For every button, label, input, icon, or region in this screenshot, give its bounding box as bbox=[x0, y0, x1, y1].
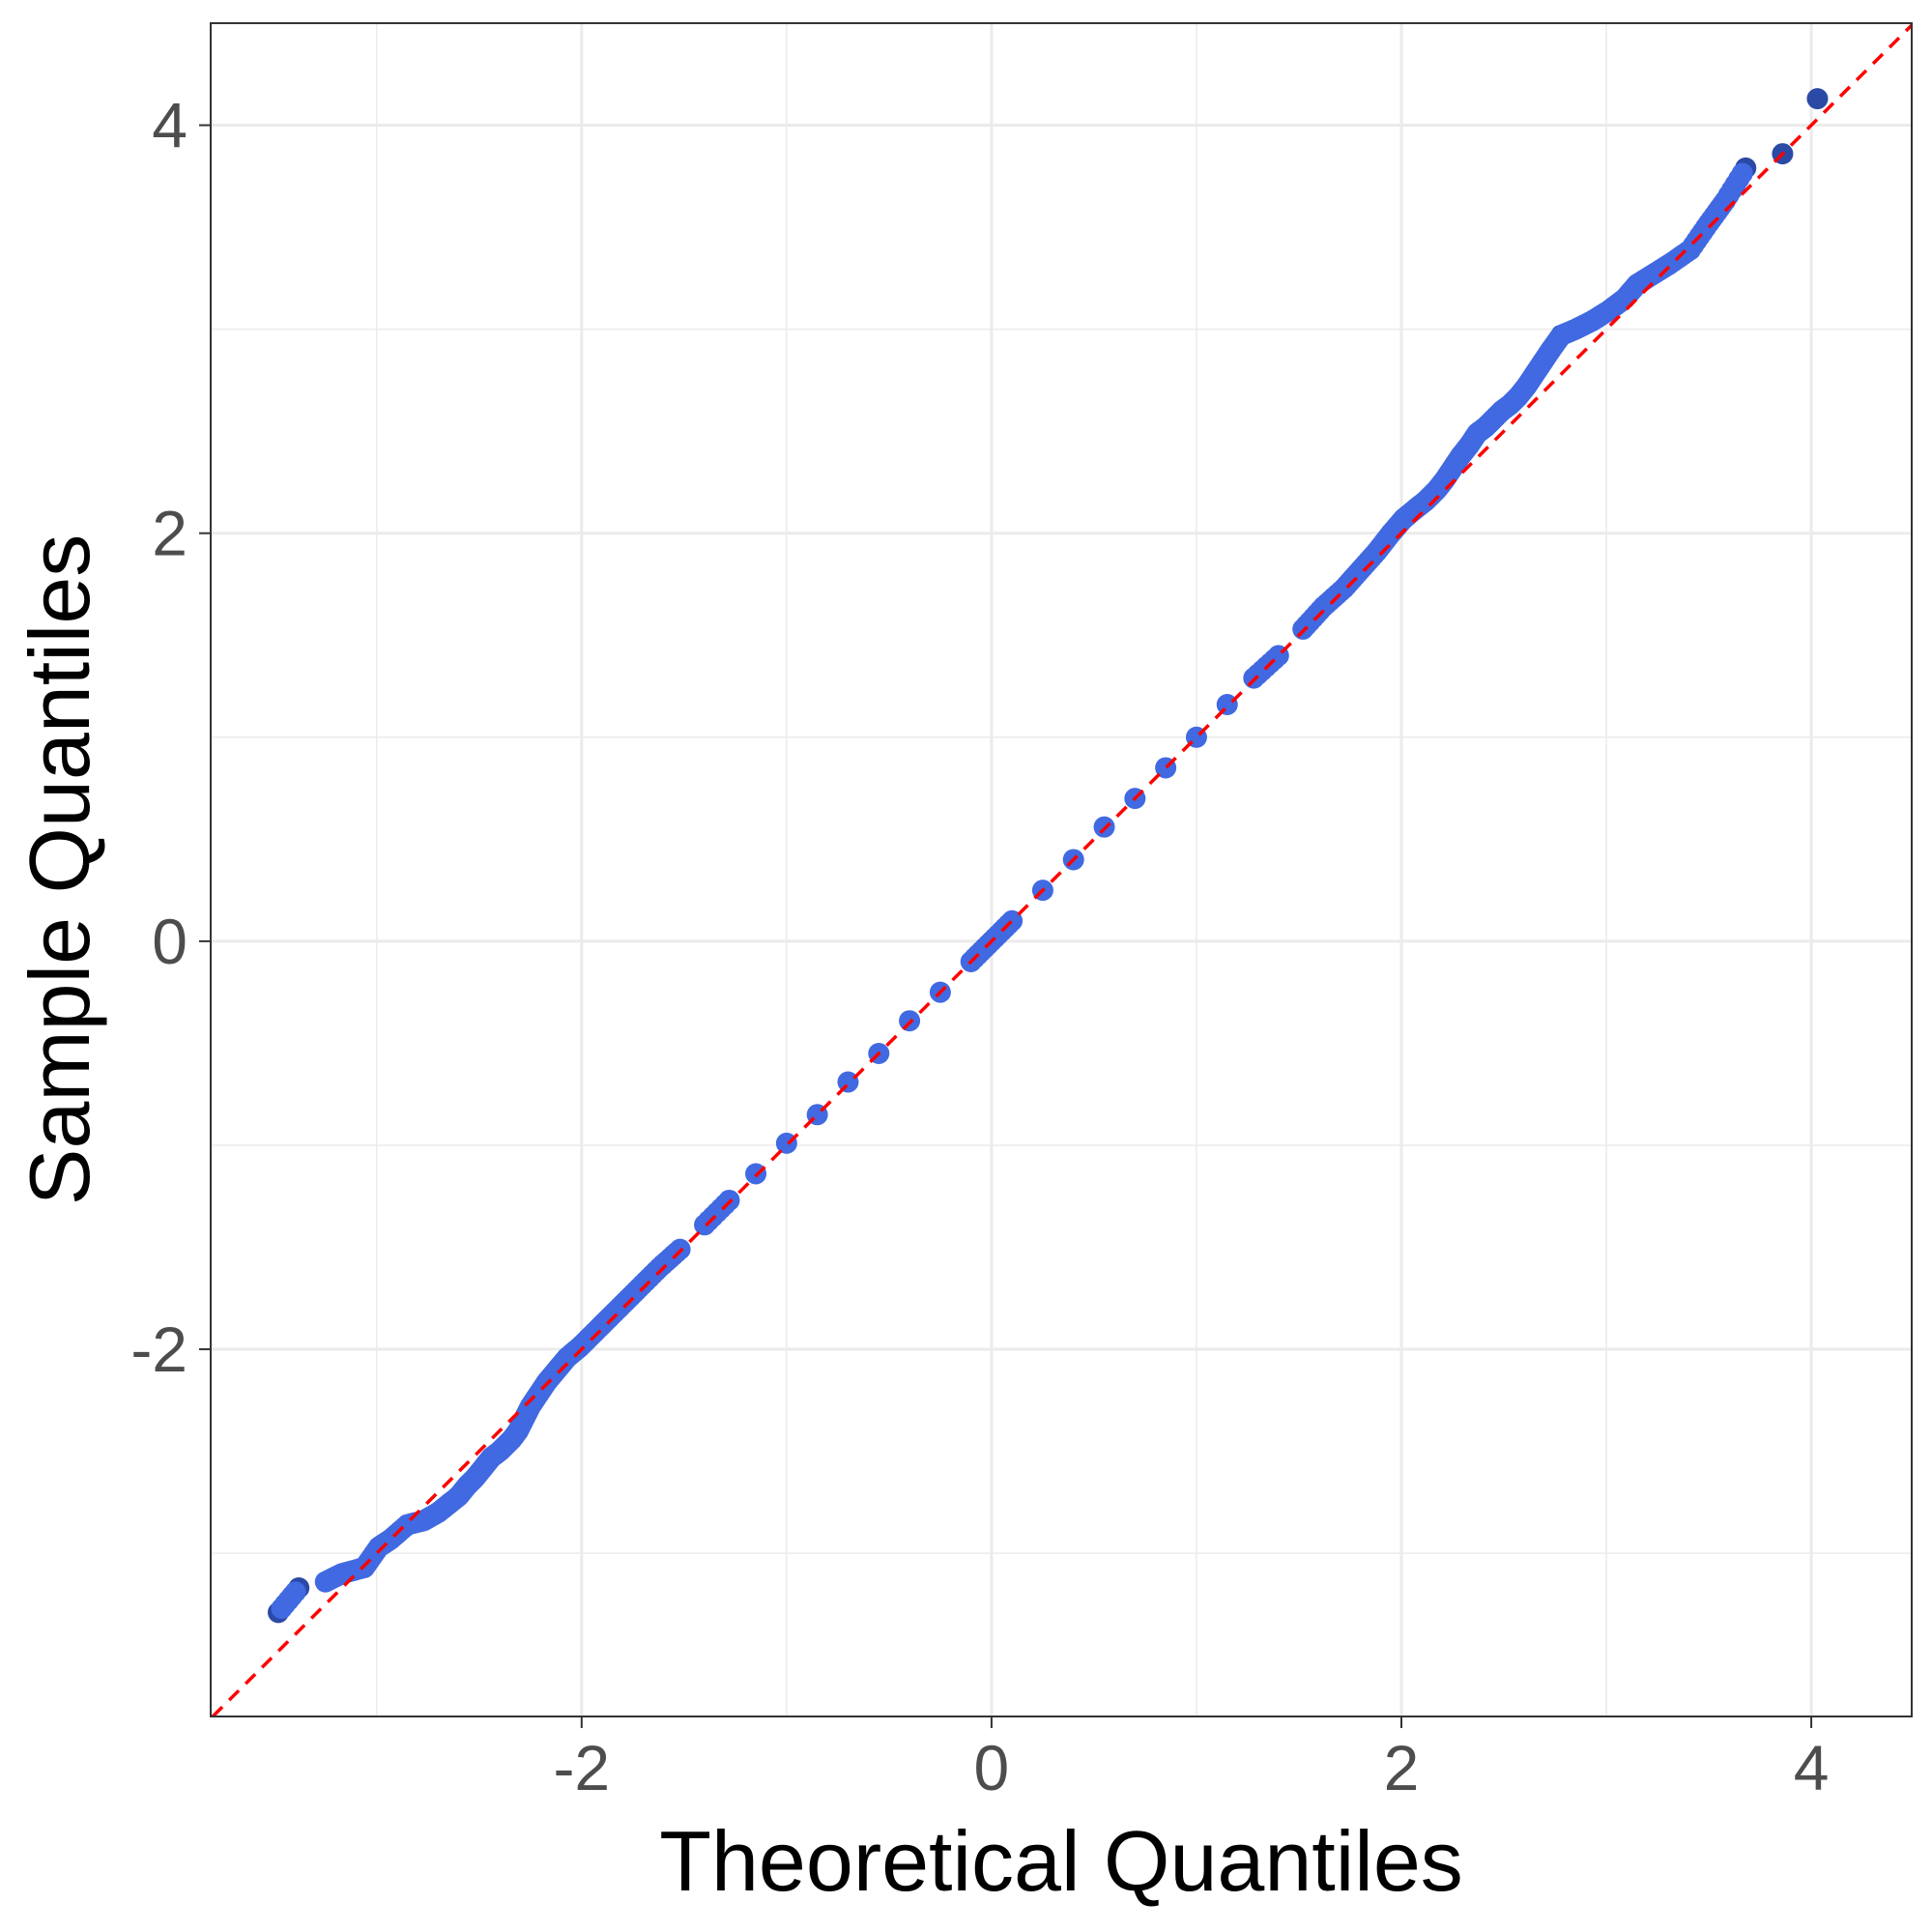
reference-line-group bbox=[211, 23, 1914, 1718]
x-tick-label: 2 bbox=[1384, 1732, 1420, 1803]
data-point bbox=[284, 1581, 306, 1603]
y-tick-label: 4 bbox=[152, 90, 187, 161]
x-tick-label: -2 bbox=[553, 1732, 610, 1803]
y-tick-label: -2 bbox=[130, 1313, 187, 1385]
x-tick-label: 4 bbox=[1794, 1732, 1830, 1803]
y-axis-title: Sample Quantiles bbox=[12, 534, 107, 1206]
x-axis-title: Theoretical Quantiles bbox=[659, 1813, 1463, 1909]
x-axis-ticks: -2 0 2 4 bbox=[553, 1716, 1829, 1803]
y-axis-ticks: -2 0 2 4 bbox=[130, 90, 211, 1385]
y-tick-label: 2 bbox=[152, 498, 187, 569]
x-tick-label: 0 bbox=[974, 1732, 1010, 1803]
data-point bbox=[1731, 162, 1753, 185]
y-tick-label: 0 bbox=[152, 906, 187, 977]
reference-line bbox=[211, 23, 1914, 1718]
grid-lines bbox=[211, 23, 1912, 1716]
panel-border bbox=[210, 22, 1913, 1717]
data-point bbox=[1806, 88, 1829, 110]
